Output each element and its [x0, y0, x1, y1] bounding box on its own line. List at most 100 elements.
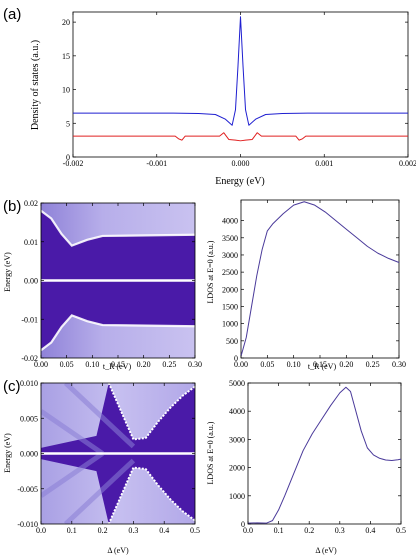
y-tick-label: -0.01 [21, 315, 38, 324]
x-tick-label: 0.0 [36, 526, 46, 535]
y-tick-label: 0.010 [20, 379, 38, 388]
x-tick-label: 0.25 [366, 360, 380, 369]
x-tick-label: 0.25 [162, 360, 176, 369]
y-tick-label: 5000 [229, 379, 245, 388]
subgap-branch [63, 458, 136, 524]
y-tick-label: -0.010 [17, 520, 38, 529]
subgap-branch [41, 451, 105, 498]
panel-b-ldos-x-axis-label: t_R (eV) [308, 362, 337, 371]
x-tick-label: 0.10 [85, 360, 99, 369]
subgap-branch [41, 409, 105, 456]
x-tick-label: 0.20 [137, 360, 151, 369]
x-tick-label: 0.3 [128, 526, 138, 535]
panel-c-ldos-x-ticks: 0.0 0.1 0.2 0.3 0.4 0.5 [243, 383, 406, 535]
ldos-frame [240, 199, 400, 359]
y-tick-label: 3500 [222, 234, 238, 243]
y-tick-label: 0.000 [20, 450, 38, 459]
y-tick-label: 2500 [222, 268, 238, 277]
gap-edge-line [107, 383, 195, 441]
band-edge-line [41, 314, 195, 352]
y-tick-label: 1000 [222, 320, 238, 329]
panel-b-label: (b) [3, 198, 21, 215]
panel-c-x-ticks: 0.0 0.1 0.2 0.3 0.4 0.5 [36, 383, 200, 535]
x-tick-label: 0.000 [232, 159, 250, 168]
x-tick-label: 0.00 [34, 360, 48, 369]
y-tick-label: 20 [62, 18, 70, 27]
x-tick-label: 0.1 [274, 526, 284, 535]
panel-c-label: (c) [3, 378, 21, 395]
y-tick-label: 4000 [229, 407, 245, 416]
series-line [247, 386, 402, 524]
panel-c-ldos: 0.0 0.1 0.2 0.3 0.4 0.5 0 1000 2000 3000 4000 5000… [206, 379, 406, 555]
series-line [73, 16, 408, 126]
panel-a-x-ticks: -0.002 -0.001 0.000 0.001 0.002 [63, 12, 416, 168]
y-tick-label: -0.005 [17, 485, 38, 494]
panel-a-label: (a) [3, 6, 21, 23]
panel-a-plot-frame [72, 11, 409, 158]
panel-b-y-axis-label: Energy (eV) [3, 252, 12, 292]
y-tick-label: 5 [66, 119, 70, 128]
panel-c-ldos-plot [247, 382, 402, 525]
x-tick-label: 0.00 [234, 360, 248, 369]
y-tick-label: 3000 [222, 251, 238, 260]
series-line [73, 132, 408, 142]
band-edge-line [41, 209, 195, 247]
x-tick-label: 0.4 [159, 526, 169, 535]
series-line [240, 201, 400, 357]
x-tick-label: 0.3 [335, 526, 345, 535]
x-tick-label: 0.0 [243, 526, 253, 535]
panel-b-x-axis-label: t_R (eV) [103, 362, 132, 371]
y-tick-label: 10 [62, 86, 70, 95]
panel-a-y-ticks: 0 5 10 15 20 [62, 18, 408, 162]
x-tick-label: 0.1 [67, 526, 77, 535]
heatmap-layers [41, 383, 195, 524]
panel-a-series [73, 16, 408, 142]
panel-b-heatmap-image [40, 202, 196, 359]
x-tick-label: 0.5 [396, 526, 406, 535]
panel-b-ldos-plot [240, 199, 400, 359]
y-tick-label: 1000 [229, 492, 245, 501]
x-tick-label: 0.05 [60, 360, 74, 369]
y-tick-label: 0.005 [20, 414, 38, 423]
x-tick-label: -0.002 [63, 159, 84, 168]
panel-c-ldos-y-ticks: 0 1000 2000 3000 4000 5000 [229, 379, 401, 529]
panel-b-ldos-y-axis-label: LDOS at E=0 (a.u.) [206, 240, 215, 303]
panel-a-y-axis-label: Density of states (a.u.) [30, 40, 41, 130]
panel-c-y-axis-label: Energy (eV) [3, 433, 12, 473]
panel-b-heatmap: (b) 0.00 0.05 0.10 0.15 0.20 0.25 0.30 -0.02 -0… [3, 198, 202, 371]
x-tick-label: -0.001 [146, 159, 167, 168]
x-tick-label: 0.15 [111, 360, 125, 369]
heatmap-layers [41, 203, 195, 358]
y-tick-label: 4000 [222, 217, 238, 226]
panel-c-ldos-y-axis-label: LDOS at E=0 (a.u.) [206, 421, 215, 484]
panel-c-heatmap-image [40, 382, 196, 525]
x-tick-label: 0.2 [304, 526, 314, 535]
y-tick-label: 0 [241, 520, 245, 529]
y-tick-label: 2000 [229, 464, 245, 473]
x-tick-label: 0.30 [188, 360, 202, 369]
y-tick-label: 0 [234, 354, 238, 363]
ldos-frame [247, 382, 402, 525]
y-tick-label: 3000 [229, 435, 245, 444]
panel-b-ldos: 0.00 0.05 0.10 0.15 0.20 0.25 0.30 0 500 1000 150… [206, 199, 406, 371]
x-tick-label: 0.4 [365, 526, 375, 535]
y-tick-label: 0.00 [24, 277, 38, 286]
gap-edge-line [107, 466, 195, 524]
y-tick-label: -0.02 [21, 354, 38, 363]
panel-c-y-ticks: -0.010 -0.005 0.000 0.005 0.010 [17, 379, 195, 529]
x-tick-label: 0.30 [392, 360, 406, 369]
panel-b-x-ticks: 0.00 0.05 0.10 0.15 0.20 0.25 0.30 [34, 203, 202, 369]
y-tick-label: 0 [66, 153, 70, 162]
panel-b-y-ticks: -0.02 -0.01 0.00 0.01 0.02 [21, 199, 195, 363]
panel-c-x-axis-label: Δ (eV) [107, 546, 129, 555]
y-tick-label: 500 [226, 337, 238, 346]
subgap-branch [63, 383, 136, 449]
x-tick-label: 0.20 [339, 360, 353, 369]
y-tick-label: 15 [62, 52, 70, 61]
x-tick-label: 0.001 [315, 159, 333, 168]
panel-b-ldos-x-ticks: 0.00 0.05 0.10 0.15 0.20 0.25 0.30 [234, 200, 406, 369]
x-tick-label: 0.2 [98, 526, 108, 535]
y-tick-label: 1500 [222, 302, 238, 311]
x-tick-label: 0.5 [190, 526, 200, 535]
